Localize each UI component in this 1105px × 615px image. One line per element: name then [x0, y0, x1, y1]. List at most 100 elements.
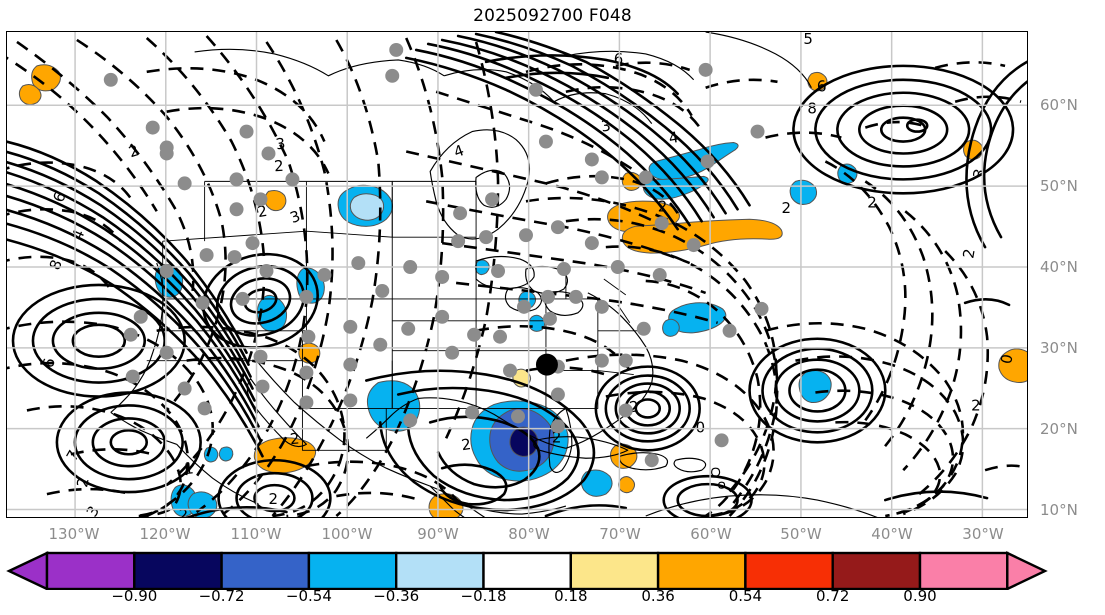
station-marker — [540, 289, 555, 304]
svg-text:2: 2 — [971, 396, 981, 414]
station-marker — [700, 154, 715, 169]
station-marker — [652, 268, 667, 282]
colorbar-bin — [656, 551, 747, 590]
station-marker — [467, 327, 482, 342]
station-marker — [159, 264, 174, 278]
anomaly-patch-cyan — [789, 179, 818, 205]
svg-text:6: 6 — [614, 50, 624, 68]
svg-text:2: 2 — [781, 199, 791, 217]
station-marker — [299, 365, 314, 380]
station-marker — [518, 228, 533, 243]
station-marker — [401, 321, 416, 336]
station-marker — [261, 146, 276, 161]
station-marker — [385, 68, 400, 83]
station-marker — [485, 192, 500, 207]
anomaly-patch-orange — [998, 348, 1027, 384]
station-marker — [584, 152, 599, 167]
station-marker — [253, 349, 268, 364]
anomaly-patch-orange — [264, 189, 287, 212]
station-marker — [177, 176, 192, 191]
svg-text:6: 6 — [39, 356, 59, 369]
station-marker — [403, 413, 418, 428]
station-marker — [750, 124, 765, 139]
station-marker — [445, 345, 460, 360]
svg-text:0: 0 — [696, 418, 706, 436]
colorbar-swatches — [6, 551, 1048, 590]
svg-text:1: 1 — [183, 459, 194, 478]
station-marker — [528, 82, 543, 97]
anomaly-patch-orange — [618, 476, 636, 494]
station-marker — [594, 299, 609, 314]
station-marker — [698, 62, 713, 77]
colorbar-tick-7: 0.54 — [728, 587, 763, 605]
station-marker — [594, 170, 609, 185]
station-marker — [197, 401, 212, 416]
x-tick-7: 60°W — [690, 525, 732, 543]
y-tick-1: 50°N — [1040, 177, 1078, 195]
station-marker — [610, 260, 625, 275]
anomaly-patch-cyan — [798, 369, 832, 404]
svg-text:2: 2 — [867, 193, 877, 211]
station-marker — [403, 260, 418, 275]
station-marker — [103, 72, 118, 87]
anomaly-patch-cyan — [580, 469, 613, 497]
station-marker — [550, 419, 565, 434]
station-marker — [125, 369, 140, 384]
svg-text:6: 6 — [816, 77, 827, 96]
station-marker — [538, 134, 553, 149]
y-tick-2: 40°N — [1040, 258, 1078, 276]
station-marker — [644, 453, 659, 468]
colorbar-tick-1: −0.72 — [198, 587, 245, 605]
station-marker — [245, 236, 260, 251]
station-marker — [253, 192, 268, 207]
svg-text:8: 8 — [807, 100, 817, 118]
station-marker — [373, 337, 388, 352]
colorbar-bin — [831, 551, 922, 590]
y-tick-0: 60°N — [1040, 96, 1078, 114]
map-panel: 8 6 3 2 6 4 7 2 3 2 3 2 4 6 5 6 8 — [6, 31, 1028, 518]
svg-text:2: 2 — [273, 157, 284, 176]
station-marker — [722, 323, 737, 338]
map-contour-plot: 8 6 3 2 6 4 7 2 3 2 3 2 4 6 5 6 8 — [7, 32, 1027, 517]
colorbar: −0.90 −0.72 −0.54 −0.36 −0.18 0.18 0.36 … — [0, 550, 1105, 615]
y-tick-3: 30°N — [1040, 339, 1078, 357]
station-marker — [435, 270, 450, 284]
x-tick-10: 30°W — [962, 525, 1004, 543]
station-marker — [159, 345, 174, 360]
contour-label-layer: 8 6 3 2 6 4 7 2 3 2 3 2 4 6 5 6 8 — [39, 32, 1016, 517]
colorbar-bin — [482, 551, 573, 590]
station-marker — [351, 256, 366, 271]
colorbar-under-arrow — [6, 551, 49, 590]
station-marker — [618, 403, 633, 418]
colorbar-tick-0: −0.90 — [111, 587, 158, 605]
station-marker — [435, 309, 450, 324]
svg-text:2: 2 — [460, 435, 472, 454]
x-tick-3: 100°W — [321, 525, 373, 543]
station-marker — [375, 283, 390, 298]
highlighted-station-marker[interactable] — [535, 353, 558, 376]
x-tick-4: 90°W — [417, 525, 459, 543]
station-marker — [123, 327, 138, 342]
station-marker — [177, 381, 192, 396]
station-marker — [511, 409, 525, 424]
colorbar-bin — [569, 551, 660, 590]
station-marker — [550, 220, 565, 235]
colorbar-tick-4: −0.18 — [460, 587, 507, 605]
station-marker — [285, 172, 300, 187]
anomaly-patch-lightblue — [349, 193, 385, 221]
y-tick-4: 20°N — [1040, 420, 1078, 438]
station-marker — [654, 216, 669, 231]
colorbar-bin — [744, 551, 834, 590]
station-marker — [317, 268, 332, 282]
anomaly-patch-cyan — [662, 318, 680, 337]
station-marker — [451, 234, 466, 249]
x-tick-0: 130°W — [48, 525, 100, 543]
station-marker — [594, 353, 609, 368]
station-marker — [568, 289, 583, 304]
positive-contour-layer — [7, 32, 1027, 517]
station-marker — [542, 311, 557, 326]
x-tick-8: 50°W — [780, 525, 822, 543]
station-marker — [714, 433, 729, 448]
station-marker — [556, 262, 571, 276]
